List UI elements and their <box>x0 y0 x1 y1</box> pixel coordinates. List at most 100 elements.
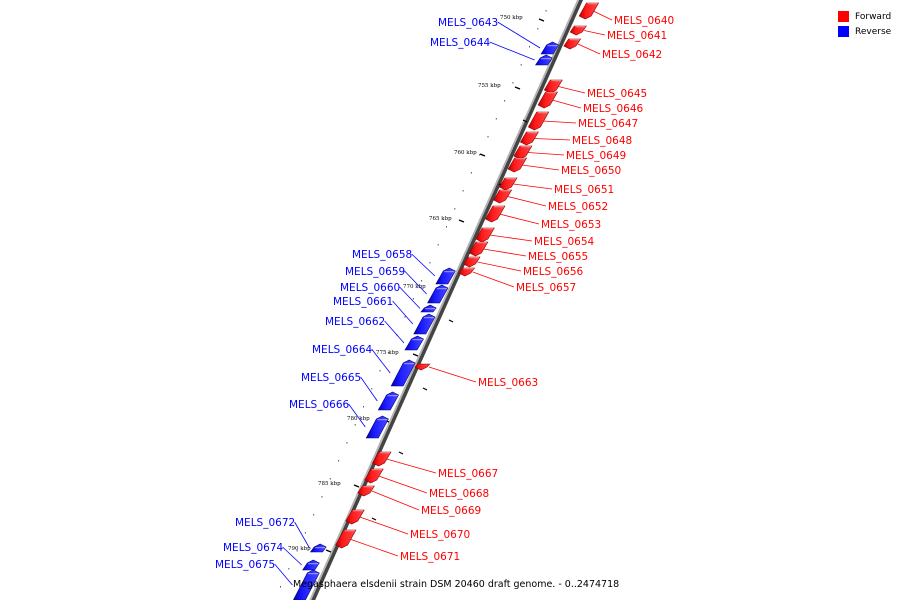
reverse-swatch <box>838 26 849 37</box>
leader-line <box>499 213 540 225</box>
gene-block <box>404 335 424 351</box>
tick-mark <box>479 153 486 157</box>
gene-label: MELS_0653 <box>541 219 601 231</box>
leader-line <box>371 348 391 374</box>
scale-dot <box>412 298 414 300</box>
scale-dot <box>379 370 381 372</box>
minor-tick <box>522 119 528 123</box>
leader-line <box>428 366 477 383</box>
tick-mark <box>353 484 360 488</box>
gene-block <box>413 313 436 335</box>
tick-mark <box>458 219 465 223</box>
scale-dot <box>487 136 489 138</box>
leader-line <box>527 152 565 156</box>
scale-dot <box>371 388 373 390</box>
scale-dot <box>280 586 281 588</box>
leader-line <box>577 43 601 55</box>
gene-label: MELS_0662 <box>325 316 385 328</box>
gene-block <box>535 54 553 66</box>
leader-line <box>404 270 427 295</box>
gene-block <box>527 111 550 131</box>
gene-label: MELS_0668 <box>429 488 489 500</box>
gene-label: MELS_0645 <box>587 88 647 100</box>
scale-dot <box>288 568 290 570</box>
legend-forward-label: Forward <box>855 11 892 22</box>
leader-line <box>584 30 606 36</box>
scale-dot <box>504 100 506 102</box>
scale-dot <box>462 190 464 192</box>
gene-block <box>537 91 559 109</box>
tick-label: 765 kbp <box>429 216 452 222</box>
gene-block <box>345 509 365 525</box>
gene-label: MELS_0674 <box>223 542 283 554</box>
scale-dot <box>304 532 306 534</box>
tick-label: 750 kbp <box>500 15 523 21</box>
gene-label: MELS_0647 <box>578 118 638 130</box>
scale-dot <box>363 406 364 408</box>
leader-line <box>371 490 420 511</box>
legend: Forward Reverse <box>838 9 898 39</box>
scale-dot <box>338 460 340 462</box>
gene-label: MELS_0654 <box>534 236 594 248</box>
map-caption: Megasphaera elsdenii strain DSM 20460 dr… <box>293 579 620 590</box>
leader-line <box>477 261 522 272</box>
gene-label: MELS_0669 <box>421 505 481 517</box>
gene-block <box>519 131 539 146</box>
gene-block <box>507 157 528 173</box>
scale-dot <box>313 514 315 516</box>
scale-dot <box>479 154 481 156</box>
tick-mark <box>514 86 521 90</box>
leader-line <box>274 563 293 586</box>
gene-block <box>364 468 384 484</box>
gene-block <box>302 559 320 571</box>
gene-block <box>372 451 392 467</box>
gene-label: MELS_0672 <box>235 517 295 529</box>
scale-dot <box>537 28 539 30</box>
gene-label: MELS_0642 <box>602 49 662 61</box>
leader-line <box>522 164 560 171</box>
leader-line <box>384 320 405 344</box>
scale-dot <box>354 424 356 426</box>
gene-block <box>335 529 357 549</box>
gene-block <box>485 205 506 223</box>
tick-label: 780 kbp <box>347 416 370 422</box>
gene-block <box>578 2 600 20</box>
gene-label: MELS_0643 <box>438 17 498 29</box>
axis-shadow <box>311 0 584 600</box>
gene-block <box>427 284 449 304</box>
gene-label: MELS_0665 <box>301 372 361 384</box>
gene-label: MELS_0655 <box>528 251 588 263</box>
leader-line <box>349 538 399 557</box>
leader-lines <box>274 10 613 586</box>
tick-label: 775 kbp <box>376 350 399 356</box>
scale-dot <box>520 64 522 66</box>
gene-block <box>357 485 375 497</box>
leader-line <box>489 41 535 61</box>
gene-block <box>543 79 563 94</box>
leader-line <box>472 271 515 288</box>
leader-line <box>489 234 533 242</box>
legend-item-reverse: Reverse <box>838 24 898 39</box>
leader-line <box>542 120 577 124</box>
tick-mark <box>538 18 545 22</box>
gene-label: MELS_0648 <box>572 135 632 147</box>
leader-line <box>399 286 421 309</box>
leader-line <box>497 21 541 49</box>
gene-block <box>475 227 495 243</box>
gene-block <box>365 415 389 439</box>
genome-axis <box>309 0 584 600</box>
gene-label: MELS_0658 <box>352 249 412 261</box>
leader-line <box>593 10 613 21</box>
legend-item-forward: Forward <box>838 9 898 24</box>
forward-swatch <box>838 11 849 22</box>
axis-ticks: 750 kbp 755 kbp 760 kbp 765 kbp 770 kbp 775 k… <box>288 15 551 553</box>
gene-label: MELS_0671 <box>400 551 460 563</box>
legend-reverse-label: Reverse <box>855 26 892 37</box>
gene-label: MELS_0666 <box>289 399 349 411</box>
gene-block <box>498 177 518 191</box>
scale-dot <box>429 262 431 264</box>
gene-label: MELS_0670 <box>410 529 470 541</box>
gene-block <box>458 267 476 277</box>
gene-label: MELS_0667 <box>438 468 498 480</box>
leader-line <box>507 196 547 207</box>
